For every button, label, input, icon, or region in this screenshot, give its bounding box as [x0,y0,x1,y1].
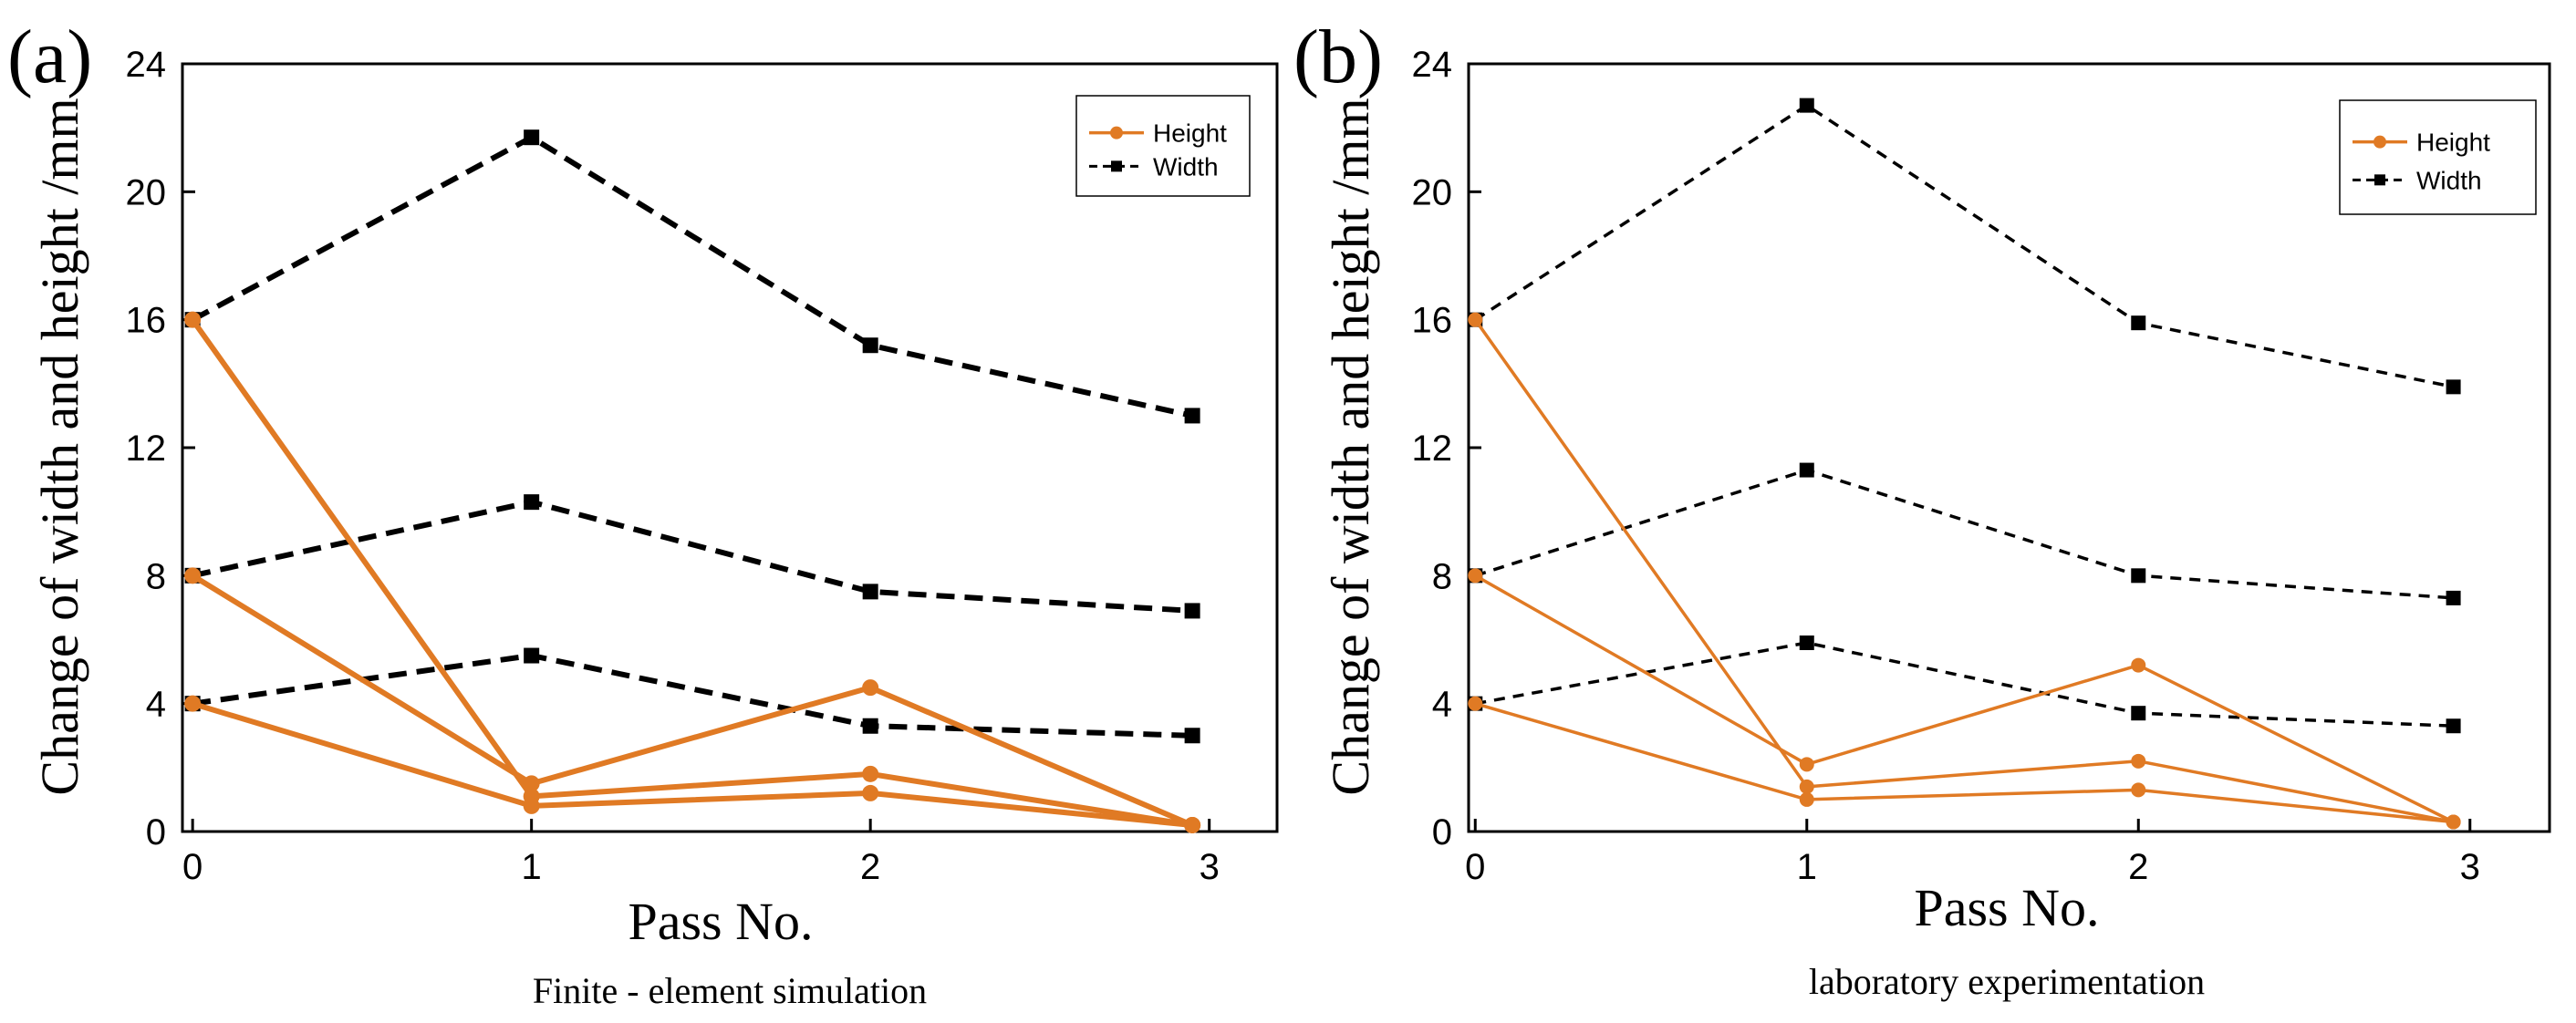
width-point [1184,728,1200,744]
y-axis-title: Change of width and height /mm [30,98,89,795]
width-point [524,129,540,146]
x-tick-label: 2 [2128,847,2148,887]
legend-label: Width [2416,166,2482,194]
height-series-line [1474,574,2455,824]
y-tick-label: 8 [146,556,166,596]
width-point [2131,706,2146,721]
height-point [1468,312,1483,327]
width-series-line [192,499,1193,614]
height-point [184,695,202,712]
x-tick-label: 0 [1465,847,1485,887]
height-point [2131,753,2146,769]
width-series-line [1474,103,2454,389]
width-point [524,647,540,664]
width-point [1799,462,1814,478]
y-tick-label: 8 [1432,556,1452,596]
width-point [2446,590,2461,605]
height-series-line [1474,702,2454,824]
y-tick-label: 0 [1432,812,1452,852]
y-tick-label: 20 [126,172,167,212]
x-axis-title: Pass No. [628,892,813,951]
width-point [524,494,540,511]
height-series-line [191,573,1194,828]
height-point [1468,568,1483,584]
height-point [523,775,540,792]
width-point [862,337,878,354]
caption: laboratory experimentation [1809,961,2205,1002]
legend-box [1075,95,1251,197]
width-series-line [1474,641,2454,728]
width-point [862,584,878,600]
height-point [2131,657,2146,673]
caption: Finite - element simulation [533,970,927,1011]
y-tick-label: 12 [1412,429,1453,469]
height-point [1184,816,1201,833]
width-point [1184,408,1200,424]
legend-marker [1111,160,1122,172]
y-tick-label: 20 [1412,172,1453,212]
y-tick-label: 24 [1412,45,1453,85]
height-point [184,311,202,328]
width-point [1799,636,1814,651]
legend-marker [1110,126,1123,140]
height-point [862,679,879,697]
width-series-line [1474,468,2454,600]
height-point [1799,791,1814,807]
y-tick-label: 4 [146,685,166,725]
y-axis-title: Change of width and height /mm [1321,98,1380,795]
legend-box [2339,99,2537,215]
width-point [862,718,878,734]
legend-label: Height [2416,129,2490,157]
height-series-line [192,700,1193,828]
height-point [862,784,879,801]
x-tick-label: 2 [860,847,880,887]
height-series-line [190,317,1193,828]
x-tick-label: 0 [182,847,203,887]
panel-label: (b) [1293,15,1383,99]
y-tick-label: 0 [146,812,166,852]
height-point [2446,814,2461,830]
x-axis-title: Pass No. [1914,878,2099,937]
width-series-line [191,134,1193,418]
y-tick-label: 16 [126,301,167,341]
height-point [862,765,879,782]
legend-marker [2374,174,2385,186]
y-tick-label: 16 [1412,301,1453,341]
legend-label: Height [1153,119,1227,148]
x-tick-label: 1 [522,847,542,887]
x-tick-label: 3 [2460,847,2480,887]
height-point [184,567,202,584]
y-tick-label: 12 [126,429,167,469]
width-point [2131,315,2146,331]
panel-label: (a) [7,15,92,99]
height-point [1799,757,1814,772]
height-point [1468,696,1483,711]
x-tick-label: 3 [1200,847,1220,887]
width-point [1799,98,1814,113]
height-point [523,797,540,814]
legend-label: Width [1153,152,1219,181]
width-point [1184,603,1200,619]
height-point [1799,779,1814,794]
y-tick-label: 4 [1432,685,1452,725]
height-point [2131,782,2146,798]
width-point [2131,568,2146,584]
x-tick-label: 1 [1797,847,1817,887]
height-series-line [1473,318,2454,824]
width-point [2446,718,2461,734]
legend-marker [2373,135,2386,149]
width-point [2446,379,2461,395]
y-tick-label: 24 [126,45,167,85]
